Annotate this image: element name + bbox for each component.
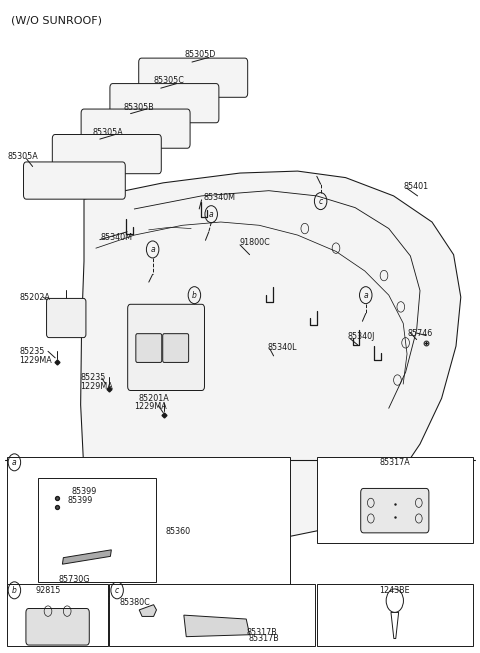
Polygon shape xyxy=(184,615,250,637)
Text: 85317B: 85317B xyxy=(249,634,279,643)
Text: (W/O SUNROOF): (W/O SUNROOF) xyxy=(11,16,102,26)
Text: 85399: 85399 xyxy=(71,486,96,496)
Text: c: c xyxy=(319,197,323,206)
Text: 85380C: 85380C xyxy=(119,597,150,607)
Text: a: a xyxy=(150,245,155,254)
Polygon shape xyxy=(62,550,111,564)
Text: 85305B: 85305B xyxy=(124,103,155,112)
Text: 85305D: 85305D xyxy=(185,50,216,59)
Text: 1229MA: 1229MA xyxy=(19,356,52,365)
Text: 85730G: 85730G xyxy=(59,575,90,584)
Bar xyxy=(7,457,290,596)
Text: 85317B: 85317B xyxy=(247,628,277,637)
Text: 92815: 92815 xyxy=(36,586,61,595)
Bar xyxy=(7,584,108,646)
Text: 1243BE: 1243BE xyxy=(379,586,410,595)
Text: a: a xyxy=(363,291,368,300)
Text: 85340L: 85340L xyxy=(268,343,297,352)
Text: b: b xyxy=(192,291,197,300)
Text: 85305A: 85305A xyxy=(7,152,38,161)
FancyBboxPatch shape xyxy=(47,298,86,338)
Polygon shape xyxy=(139,605,156,616)
Text: a: a xyxy=(12,458,17,467)
Text: 85401: 85401 xyxy=(403,182,428,191)
Text: 85340M: 85340M xyxy=(204,193,236,202)
Text: 85305C: 85305C xyxy=(154,76,184,86)
Bar xyxy=(317,457,473,543)
Text: a: a xyxy=(209,210,214,219)
Text: 1229MA: 1229MA xyxy=(81,382,113,391)
FancyBboxPatch shape xyxy=(139,58,248,97)
FancyBboxPatch shape xyxy=(163,334,189,362)
FancyBboxPatch shape xyxy=(136,334,162,362)
FancyBboxPatch shape xyxy=(361,488,429,533)
Text: 85235: 85235 xyxy=(19,347,45,356)
Text: 85360: 85360 xyxy=(166,527,191,536)
Text: 85202A: 85202A xyxy=(19,293,50,302)
FancyBboxPatch shape xyxy=(128,304,204,390)
FancyBboxPatch shape xyxy=(52,135,161,174)
Text: 85746: 85746 xyxy=(407,328,432,338)
FancyBboxPatch shape xyxy=(26,609,89,645)
Bar xyxy=(109,584,315,646)
Polygon shape xyxy=(81,171,461,539)
Polygon shape xyxy=(391,613,398,639)
Text: 85317A: 85317A xyxy=(379,458,410,467)
Bar xyxy=(317,584,473,646)
Text: 85399: 85399 xyxy=(67,496,93,505)
FancyBboxPatch shape xyxy=(110,84,219,123)
Bar xyxy=(38,478,156,582)
Text: 85201A: 85201A xyxy=(138,394,169,403)
FancyBboxPatch shape xyxy=(24,162,125,199)
Text: 85340J: 85340J xyxy=(348,332,375,342)
Text: 1229MA: 1229MA xyxy=(134,402,167,411)
FancyBboxPatch shape xyxy=(81,109,190,148)
Text: 85305A: 85305A xyxy=(93,128,123,137)
Text: 85235: 85235 xyxy=(81,373,106,382)
Text: 85340M: 85340M xyxy=(101,233,133,242)
Text: c: c xyxy=(115,586,119,595)
Text: 91800C: 91800C xyxy=(239,238,270,247)
Text: b: b xyxy=(12,586,17,595)
